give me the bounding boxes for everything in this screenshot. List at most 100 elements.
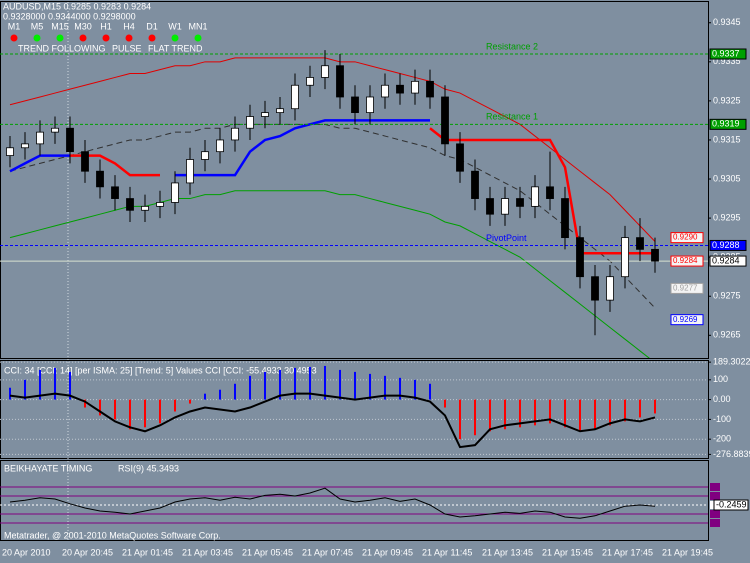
- y-tick-label: 0.9275: [713, 291, 741, 301]
- indicator-line: [9, 487, 656, 519]
- indicator-line: [9, 123, 656, 309]
- candle-body: [381, 84, 389, 98]
- candle-body: [156, 202, 164, 207]
- mode-label: FLAT TREND: [148, 43, 203, 53]
- candle-body: [636, 237, 644, 250]
- timeframe-dot: [79, 34, 87, 42]
- candle-body: [576, 237, 584, 278]
- current-price-text: 0.9284: [712, 255, 740, 265]
- candle-body: [201, 151, 209, 160]
- rsi-level-tag: [710, 492, 720, 500]
- time-label: 21 Apr 07:45: [302, 547, 353, 557]
- rsi-level-tag: [710, 483, 720, 491]
- candle-body: [6, 147, 14, 156]
- timeframe-dot: [102, 34, 110, 42]
- candle-body: [306, 77, 314, 86]
- cci-panel-frame: [0, 360, 709, 459]
- timeframe-dot: [33, 34, 41, 42]
- price-tag: [670, 255, 704, 267]
- time-label: 21 Apr 19:45: [662, 547, 713, 557]
- time-label: 21 Apr 09:45: [362, 547, 413, 557]
- candle-body: [321, 65, 329, 78]
- rsi-value: RSI(9) 45.3493: [118, 463, 179, 473]
- plot-area: [0, 486, 708, 524]
- rsi-level-tag: [710, 510, 720, 518]
- time-label: 21 Apr 05:45: [242, 547, 293, 557]
- rsi-level-tag: [710, 519, 720, 527]
- y-tick-label: 0.9305: [713, 173, 741, 183]
- timeframe-label: H4: [123, 21, 135, 31]
- candle-body: [261, 112, 269, 117]
- candle-body: [171, 182, 179, 203]
- candle-body: [606, 276, 614, 301]
- price-tag: [670, 232, 704, 244]
- candle-body: [651, 248, 659, 262]
- price-tag: [670, 282, 704, 294]
- candle-body: [141, 205, 149, 211]
- mode-label: PULSE: [112, 43, 142, 53]
- candle-body: [126, 198, 134, 211]
- time-label: 20 Apr 20:45: [62, 547, 113, 557]
- rsi-title: BEIKHAYATE TIMING: [4, 463, 92, 473]
- timeframe-label: M1: [8, 21, 21, 31]
- candle-body: [561, 198, 569, 239]
- candle-body: [351, 96, 359, 114]
- y-tick-label: -276.8839: [713, 449, 750, 459]
- indicator-line: [9, 392, 656, 449]
- mode-label: TREND FOLLOWING: [18, 43, 106, 53]
- timeframe-dot: [125, 34, 133, 42]
- candle-body: [591, 276, 599, 301]
- candle-body: [621, 237, 629, 278]
- timeframe-label: M5: [31, 21, 44, 31]
- timeframe-label: M15: [51, 21, 69, 31]
- y-tick-label: 189.3022: [713, 357, 750, 367]
- value-tag: [713, 499, 749, 511]
- indicator-line: [9, 190, 650, 358]
- timeframe-dot: [194, 34, 202, 42]
- y-tick-label: 0.9265: [713, 330, 741, 340]
- level-tag: [709, 239, 747, 251]
- level-label: PivotPoint: [486, 233, 527, 243]
- candle-body: [531, 186, 539, 207]
- price-tag: [670, 314, 704, 326]
- level-tag-text: 0.9288: [712, 240, 740, 250]
- time-label: 21 Apr 03:45: [182, 547, 233, 557]
- timeframe-dot: [148, 34, 156, 42]
- y-tick-label: 0.00: [713, 394, 731, 404]
- y-tick-label: 0.9345: [713, 17, 741, 27]
- candle-body: [501, 198, 509, 215]
- candle-body: [96, 170, 104, 188]
- level-tag: [709, 118, 747, 130]
- candle-body: [546, 186, 554, 199]
- price-tag-text: 0.9277: [673, 284, 698, 293]
- price-tag-text: 0.9269: [673, 315, 698, 324]
- candle-body: [471, 170, 479, 199]
- y-tick-label: -200: [713, 434, 731, 444]
- indicator-line: [9, 57, 656, 242]
- candle-body: [111, 186, 119, 199]
- timeframe-dot: [56, 34, 64, 42]
- current-price-tag: [709, 255, 747, 267]
- main-panel-frame: [0, 1, 709, 359]
- candle-body: [36, 131, 44, 145]
- candle-body: [21, 143, 29, 149]
- candle-body: [246, 116, 254, 129]
- candle-body: [516, 198, 524, 207]
- level-tag-text: 0.9337: [712, 48, 740, 58]
- candle-body: [291, 84, 299, 110]
- candle-body: [81, 151, 89, 172]
- time-label: 21 Apr 13:45: [482, 547, 533, 557]
- time-label: 21 Apr 01:45: [122, 547, 173, 557]
- candle-body: [366, 96, 374, 114]
- timeframe-label: MN1: [188, 21, 207, 31]
- y-tick-label: 0.9325: [713, 95, 741, 105]
- level-tag: [709, 48, 747, 60]
- symbol-header: AUDUSD,M15 0.9285 0.9283 0.9284: [3, 1, 151, 11]
- plot-area: [0, 361, 708, 455]
- time-label: 21 Apr 15:45: [542, 547, 593, 557]
- level-label: Resistance 2: [486, 41, 538, 51]
- time-label: 20 Apr 2010: [2, 547, 51, 557]
- timeframe-label: H1: [100, 21, 112, 31]
